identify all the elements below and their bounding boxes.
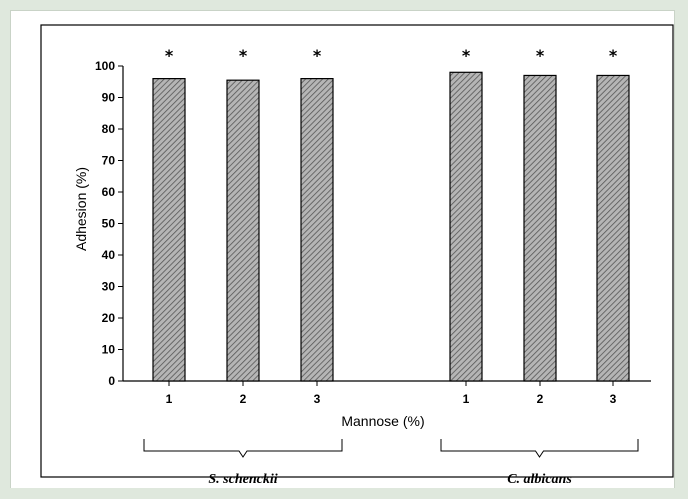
significance-star: * — [239, 46, 248, 65]
bar — [300, 77, 334, 382]
x-tick-label: 1 — [463, 392, 470, 406]
x-tick-label: 3 — [610, 392, 617, 406]
x-tick-label: 1 — [166, 392, 173, 406]
y-tick-label: 30 — [102, 280, 116, 294]
x-axis: 1 2 3 1 2 3 — [123, 380, 651, 406]
y-tick-label: 50 — [102, 217, 116, 231]
y-tick-label: 60 — [102, 185, 116, 199]
y-tick-label: 100 — [95, 59, 115, 73]
y-tick-label: 20 — [102, 311, 116, 325]
bar — [523, 74, 557, 382]
y-tick-label: 40 — [102, 248, 116, 262]
group-brackets: S. schenckii C. albicans — [143, 439, 639, 487]
group-label: S. schenckii — [208, 472, 277, 487]
y-axis-label: Adhesion (%) — [73, 167, 89, 251]
x-tick-label: 2 — [240, 392, 247, 406]
figure-frame: 0 10 20 30 40 50 60 70 80 90 100 1 2 3 1 2 3 * * * * * * S. … — [10, 10, 675, 488]
plot-area-border — [40, 24, 674, 478]
significance-star: * — [462, 46, 471, 65]
y-tick-label: 80 — [102, 122, 116, 136]
y-tick-label: 10 — [102, 343, 116, 357]
x-tick-label: 3 — [314, 392, 321, 406]
significance-star: * — [165, 46, 174, 65]
group-label: C. albicans — [507, 472, 572, 487]
group-bracket — [143, 439, 343, 458]
bars — [152, 71, 630, 382]
bar — [226, 79, 260, 382]
y-tick-label: 70 — [102, 154, 116, 168]
significance-star: * — [536, 46, 545, 65]
significance-star: * — [609, 46, 618, 65]
significance-star: * — [313, 46, 322, 65]
bar — [449, 71, 483, 382]
bar-chart: 0 10 20 30 40 50 60 70 80 90 100 1 2 3 1 2 3 * * * * * * S. … — [40, 24, 674, 487]
y-tick-label: 90 — [102, 91, 116, 105]
bar — [152, 77, 186, 382]
x-tick-label: 2 — [537, 392, 544, 406]
group-bracket — [440, 439, 639, 458]
x-axis-label: Mannose (%) — [341, 413, 424, 429]
significance-markers: * * * * * * — [165, 46, 618, 65]
y-axis: 0 10 20 30 40 50 60 70 80 90 100 — [95, 59, 124, 388]
bar — [596, 74, 630, 382]
y-tick-label: 0 — [108, 374, 115, 388]
